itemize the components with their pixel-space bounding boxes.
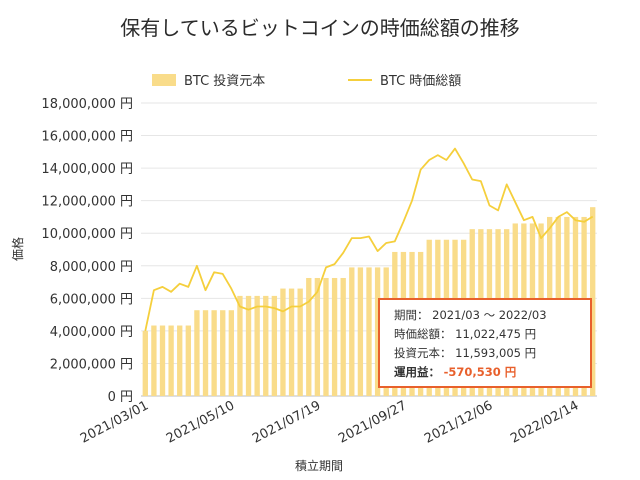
y-tick-label: 12,000,000 円 [41, 195, 133, 210]
series-line-market [144, 147, 594, 332]
legend-label-principal: BTC 投資元本 [184, 74, 266, 89]
bar [271, 295, 278, 396]
bar [331, 277, 338, 396]
bar [151, 325, 157, 396]
info-period-value: 2021/03 ～ 2022/03 [432, 308, 547, 322]
info-principal-value: 11,593,005 円 [455, 346, 537, 360]
bar [323, 277, 329, 396]
legend-swatch-line [348, 78, 372, 81]
x-tick-label: 2021/07/19 [250, 398, 323, 446]
y-tick-label: 16,000,000 円 [41, 130, 133, 145]
y-tick-label: 0 円 [108, 390, 133, 405]
bar [297, 288, 303, 396]
y-tick-label: 14,000,000 円 [41, 162, 133, 177]
y-tick-label: 8,000,000 円 [50, 260, 133, 275]
bar [263, 295, 269, 396]
bar [142, 330, 148, 396]
bar [194, 310, 200, 396]
bar [314, 277, 321, 396]
info-row-period: 期間： 2021/03 ～ 2022/03 [394, 306, 590, 325]
x-tick-label: 2021/05/10 [164, 398, 237, 446]
bar [245, 295, 252, 396]
legend-item-principal: BTC 投資元本 [152, 70, 265, 89]
bar [349, 267, 355, 396]
x-tick-label: 2021/09/27 [336, 398, 409, 446]
bar [340, 277, 346, 396]
info-principal-label: 投資元本： [394, 346, 452, 360]
bar [366, 267, 372, 396]
bar [306, 277, 312, 396]
x-tick-label: 2021/03/01 [78, 398, 151, 446]
info-period-label: 期間： [394, 308, 429, 322]
info-profit-label: 運用益： [394, 365, 440, 379]
x-axis-label: 積立期間 [295, 458, 343, 473]
y-tick-label: 4,000,000 円 [50, 325, 133, 340]
legend-item-market: BTC 時価総額 [348, 70, 461, 89]
bar [185, 325, 191, 396]
info-market-label: 時価総額： [394, 327, 452, 341]
bar [237, 295, 243, 396]
y-axis-label: 価格 [10, 237, 25, 261]
y-tick-label: 2,000,000 円 [50, 357, 133, 372]
bar [211, 310, 217, 396]
info-market-value: 11,022,475 円 [455, 327, 537, 341]
x-tick-label: 2021/12/06 [422, 398, 495, 446]
info-row-profit: 運用益： -570,530 円 [394, 363, 590, 382]
bar [357, 267, 364, 396]
y-tick-label: 10,000,000 円 [41, 227, 133, 242]
bar [202, 310, 209, 396]
bar [228, 310, 235, 396]
bar [159, 325, 166, 396]
y-tick-label: 6,000,000 円 [50, 292, 133, 307]
chart-title: 保有しているビットコインの時価総額の推移 [120, 16, 520, 40]
legend-swatch-bar [152, 73, 176, 86]
bar [590, 207, 596, 396]
info-profit-value: -570,530 円 [443, 365, 517, 379]
bar [168, 325, 174, 396]
bar [288, 288, 295, 396]
bar [220, 310, 226, 396]
legend-label-market: BTC 時価総額 [380, 74, 462, 89]
info-row-principal: 投資元本： 11,593,005 円 [394, 344, 590, 363]
bar [280, 288, 286, 396]
bar [254, 295, 260, 396]
y-tick-label: 18,000,000 円 [41, 97, 133, 112]
info-row-market: 時価総額： 11,022,475 円 [394, 325, 590, 344]
bar [177, 325, 183, 396]
bar [374, 267, 381, 396]
x-tick-label: 2022/02/14 [508, 398, 581, 446]
info-box: 期間： 2021/03 ～ 2022/03 時価総額： 11,022,475 円… [378, 298, 592, 388]
